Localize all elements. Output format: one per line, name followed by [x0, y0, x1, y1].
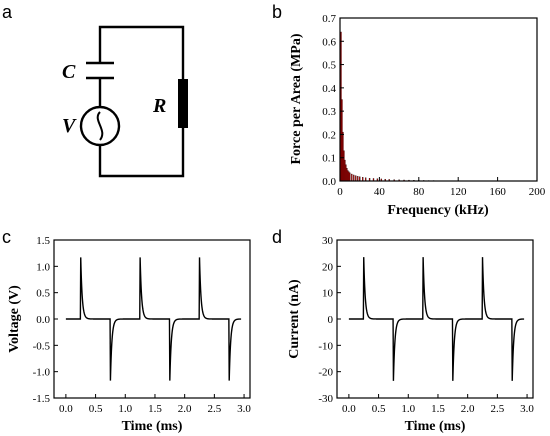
y-tick-label: 30 — [322, 235, 334, 247]
spectrum-bar — [355, 175, 357, 182]
x-tick-label: 200 — [529, 186, 546, 198]
y-tick-label: 1.0 — [36, 261, 50, 273]
spectrum-bar — [349, 172, 351, 182]
x-tick-label: 40 — [374, 186, 386, 198]
y-tick-label: -0.5 — [33, 340, 51, 352]
x-tick-label: 1.5 — [148, 403, 162, 415]
plot-frame — [339, 17, 538, 182]
tick-group: 0.0 0.5 1.0 1.5 2.0 2.5 3.0 -1.5 -1.0 -0.5 0.0 0.5 1… — [33, 235, 252, 415]
x-tick-label: 2.0 — [178, 403, 192, 415]
spectrum-bar — [351, 173, 353, 182]
spectrum-bar — [353, 174, 355, 182]
resistor-symbol — [178, 79, 188, 128]
chart-force-spectrum: 0 40 80 120 160 200 0.0 0.1 0.2 0.3 0.4 0.5 0.6 0.7 F… — [289, 13, 546, 218]
y-tick-label: 20 — [322, 261, 334, 273]
x-tick-label: 3.0 — [237, 403, 251, 415]
ac-wave-icon — [96, 111, 104, 141]
x-tick-label: 2.5 — [207, 403, 221, 415]
y-tick-label: 0.4 — [322, 83, 336, 95]
panel-label-c: c — [2, 227, 11, 247]
y-axis-title: Voltage (V) — [7, 285, 22, 353]
tick-group: 0 40 80 120 160 200 0.0 0.1 0.2 0.3 0.4 0.5 0.6 0.7 — [322, 13, 546, 198]
y-tick-label: 1.5 — [36, 235, 50, 247]
x-tick-label: 0 — [337, 186, 343, 198]
x-tick-label: 2.5 — [490, 403, 504, 415]
y-tick-label: 0 — [328, 314, 334, 326]
x-tick-label: 160 — [489, 186, 506, 198]
current-trace — [348, 257, 525, 381]
x-axis-title: Frequency (kHz) — [387, 203, 489, 218]
voltage-trace — [65, 257, 242, 381]
y-tick-label: -20 — [318, 367, 333, 379]
y-axis-title: Current (nA) — [287, 279, 302, 359]
y-tick-label: -10 — [318, 340, 333, 352]
x-tick-label: 0.5 — [89, 403, 103, 415]
circuit-wire-top — [98, 25, 185, 79]
x-tick-label: 80 — [413, 186, 425, 198]
resistor-label: R — [152, 95, 166, 117]
chart-voltage: 0.0 0.5 1.0 1.5 2.0 2.5 3.0 -1.5 -1.0 -0.5 0.0 0.5 1… — [7, 235, 251, 434]
y-tick-label: 0.5 — [36, 288, 50, 300]
x-tick-label: 0.0 — [342, 403, 356, 415]
spectrum-bar — [359, 176, 361, 182]
chart-current: 0.0 0.5 1.0 1.5 2.0 2.5 3.0 -30 -20 -10 0 10 20 30 Ti… — [287, 235, 534, 434]
x-tick-label: 0.5 — [372, 403, 386, 415]
x-tick-label: 3.0 — [520, 403, 534, 415]
x-axis-title: Time (ms) — [122, 419, 183, 434]
y-tick-label: -30 — [318, 393, 333, 405]
x-axis-title: Time (ms) — [405, 419, 466, 434]
y-tick-label: 10 — [322, 288, 334, 300]
y-tick-label: 0.0 — [322, 176, 336, 188]
y-tick-label: -1.5 — [33, 393, 51, 405]
tick-group: 0.0 0.5 1.0 1.5 2.0 2.5 3.0 -30 -20 -10 0 10 20 30 — [318, 235, 534, 415]
x-tick-label: 1.0 — [401, 403, 415, 415]
y-axis-title: Force per Area (MPa) — [289, 33, 304, 164]
x-tick-label: 1.5 — [431, 403, 445, 415]
y-tick-label: 0.7 — [322, 13, 336, 25]
bar-series — [340, 31, 440, 182]
y-tick-label: 0.1 — [322, 153, 336, 165]
source-label: V — [62, 115, 77, 137]
circuit-diagram: C V R — [62, 25, 188, 178]
capacitor-label: C — [62, 61, 76, 83]
panel-label-a: a — [2, 2, 13, 22]
panel-label-d: d — [272, 227, 282, 247]
spectrum-bar — [357, 176, 359, 182]
x-tick-label: 1.0 — [118, 403, 132, 415]
y-tick-label: -1.0 — [33, 367, 51, 379]
y-tick-label: 0.5 — [322, 60, 336, 72]
x-tick-label: 120 — [450, 186, 467, 198]
y-tick-label: 0.3 — [322, 106, 336, 118]
x-tick-label: 0.0 — [59, 403, 73, 415]
panel-label-b: b — [272, 2, 282, 22]
x-tick-label: 2.0 — [461, 403, 475, 415]
circuit-wire-bottom — [98, 128, 185, 178]
y-tick-label: 0.6 — [322, 36, 336, 48]
y-tick-label: 0.2 — [322, 129, 336, 141]
y-tick-label: 0.0 — [36, 314, 50, 326]
